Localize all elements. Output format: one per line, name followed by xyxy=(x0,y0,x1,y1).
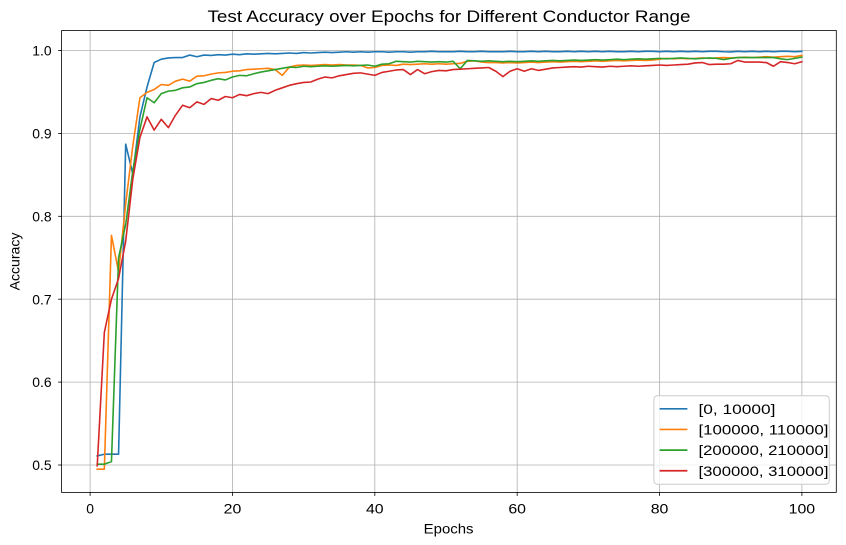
svg-text:80: 80 xyxy=(651,500,669,516)
svg-text:[300000, 310000]: [300000, 310000] xyxy=(699,463,829,479)
svg-text:20: 20 xyxy=(224,500,242,516)
svg-text:0.5: 0.5 xyxy=(32,457,52,473)
svg-text:[100000, 110000]: [100000, 110000] xyxy=(699,422,829,438)
svg-text:1.0: 1.0 xyxy=(32,43,52,59)
svg-text:0.8: 0.8 xyxy=(32,208,52,224)
svg-text:0.7: 0.7 xyxy=(32,291,52,307)
svg-text:0: 0 xyxy=(86,500,94,516)
svg-text:Test Accuracy over Epochs for: Test Accuracy over Epochs for Different … xyxy=(208,7,691,26)
svg-text:100: 100 xyxy=(789,500,816,516)
svg-text:0.9: 0.9 xyxy=(32,126,52,142)
svg-text:[0, 10000]: [0, 10000] xyxy=(699,401,776,417)
svg-text:40: 40 xyxy=(366,500,384,516)
svg-text:Epochs: Epochs xyxy=(424,520,474,536)
svg-text:60: 60 xyxy=(508,500,526,516)
svg-text:0.6: 0.6 xyxy=(32,374,52,390)
svg-text:Accuracy: Accuracy xyxy=(7,233,23,291)
svg-text:[200000, 210000]: [200000, 210000] xyxy=(699,442,829,458)
